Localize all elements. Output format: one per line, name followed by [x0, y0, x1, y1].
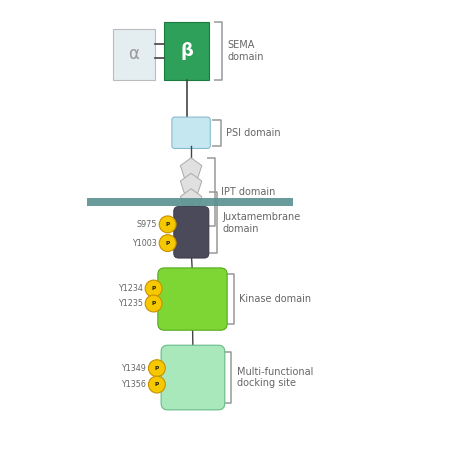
- Polygon shape: [181, 189, 202, 209]
- Polygon shape: [181, 173, 202, 194]
- FancyBboxPatch shape: [161, 345, 225, 410]
- Text: α: α: [128, 46, 139, 64]
- Text: P: P: [155, 365, 159, 371]
- Circle shape: [148, 360, 165, 377]
- FancyBboxPatch shape: [158, 268, 227, 330]
- FancyBboxPatch shape: [174, 207, 209, 258]
- Text: PSI domain: PSI domain: [226, 128, 281, 138]
- Text: P: P: [165, 241, 170, 246]
- Text: Y1356: Y1356: [121, 380, 146, 389]
- Circle shape: [159, 216, 176, 233]
- Text: Juxtamembrane
domain: Juxtamembrane domain: [223, 212, 301, 234]
- Text: P: P: [155, 382, 159, 387]
- Text: IPT domain: IPT domain: [221, 187, 275, 197]
- Circle shape: [148, 376, 165, 393]
- FancyBboxPatch shape: [164, 21, 209, 80]
- Text: Multi-functional
docking site: Multi-functional docking site: [237, 367, 313, 388]
- Text: Y1003: Y1003: [132, 238, 157, 247]
- Text: Y1235: Y1235: [118, 299, 143, 308]
- Text: S975: S975: [137, 220, 157, 229]
- Text: Y1234: Y1234: [118, 284, 143, 293]
- Circle shape: [159, 235, 176, 252]
- Polygon shape: [181, 204, 202, 224]
- Text: β: β: [180, 42, 193, 60]
- Text: Kinase domain: Kinase domain: [239, 294, 311, 304]
- Text: SEMA
domain: SEMA domain: [228, 40, 264, 62]
- Circle shape: [145, 280, 162, 297]
- Circle shape: [145, 295, 162, 312]
- FancyBboxPatch shape: [172, 117, 210, 148]
- Text: P: P: [165, 222, 170, 227]
- Polygon shape: [181, 158, 202, 178]
- Bar: [87, 198, 293, 206]
- Text: P: P: [152, 301, 156, 306]
- FancyBboxPatch shape: [113, 28, 155, 80]
- Text: Y1349: Y1349: [121, 364, 146, 373]
- Text: P: P: [152, 286, 156, 291]
